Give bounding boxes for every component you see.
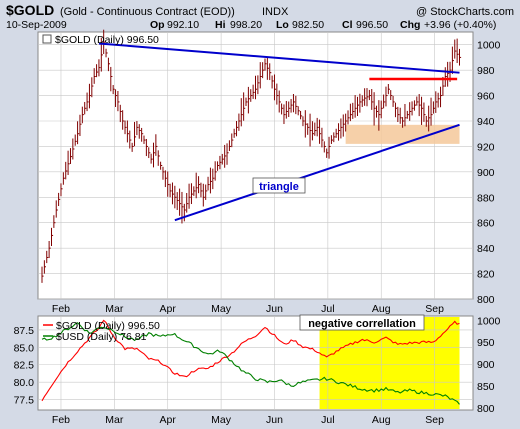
- close-value: 996.50: [356, 19, 388, 31]
- month-label: Feb: [52, 414, 70, 426]
- negative-correlation-text: negative correllation: [308, 318, 416, 330]
- bottom-month-axis: Feb Mar Apr May Jun Jul Aug Sep: [52, 414, 444, 426]
- left-tick-label: 80.0: [14, 377, 35, 389]
- close-label: Cl: [342, 19, 353, 31]
- y-tick-label: 800: [477, 294, 495, 306]
- left-tick-label: 82.5: [14, 360, 35, 372]
- change-value: +3.96 (+0.40%): [424, 19, 496, 31]
- month-label: May: [211, 303, 232, 315]
- month-label: Apr: [160, 414, 177, 426]
- right-tick-label: 900: [477, 359, 495, 371]
- right-tick-label: 850: [477, 381, 495, 393]
- y-tick-label: 860: [477, 218, 495, 230]
- support-zone: [345, 124, 460, 144]
- triangle-label-box: [252, 177, 306, 194]
- negative-correlation-box: [299, 314, 425, 331]
- month-label: Mar: [105, 414, 124, 426]
- chart-exchange: INDX: [262, 6, 289, 18]
- month-label: Mar: [105, 303, 124, 315]
- left-tick-label: 87.5: [14, 325, 35, 337]
- usd-line: [41, 322, 460, 405]
- gold-legend-text: $GOLD (Daily) 996.50: [56, 320, 160, 332]
- y-tick-label: 960: [477, 91, 495, 103]
- chart-date: 10-Sep-2009: [6, 19, 67, 31]
- y-tick-label: 920: [477, 141, 495, 153]
- right-tick-label: 950: [477, 337, 495, 349]
- month-label: May: [211, 414, 232, 426]
- copyright-text: @ StockCharts.com: [416, 6, 514, 18]
- month-label: Aug: [372, 303, 391, 315]
- lower-legend: $GOLD (Daily) 996.50 $USD (Daily) 76.81: [43, 320, 160, 343]
- month-label: Jul: [321, 414, 334, 426]
- low-label: Lo: [276, 19, 289, 31]
- month-label: Sep: [425, 414, 444, 426]
- high-value: 998.20: [230, 19, 262, 31]
- usd-legend-text: $USD (Daily) 76.81: [56, 331, 147, 343]
- y-tick-label: 980: [477, 65, 495, 77]
- highlight-zone: [319, 317, 460, 409]
- high-label: Hi: [215, 19, 226, 31]
- y-tick-label: 940: [477, 116, 495, 128]
- main-legend: $GOLD (Daily) 996.50: [55, 34, 159, 46]
- open-value: 992.10: [167, 19, 199, 31]
- y-tick-label: 880: [477, 192, 495, 204]
- y-tick-label: 820: [477, 269, 495, 281]
- change-label: Chg: [400, 19, 420, 31]
- month-label: Jul: [321, 303, 334, 315]
- month-label: Feb: [52, 303, 70, 315]
- legend-icon: [42, 34, 52, 44]
- ohlc-readout: Op 992.10 Hi 998.20 Lo 982.50 Cl 996.50 …: [150, 19, 496, 31]
- negative-correlation-label: negative correllation: [299, 314, 425, 331]
- month-label: Sep: [425, 303, 444, 315]
- month-label: Apr: [160, 303, 177, 315]
- y-tick-label: 900: [477, 167, 495, 179]
- lower-trendline: [174, 123, 460, 222]
- open-label: Op: [150, 19, 165, 31]
- right-tick-label: 800: [477, 403, 495, 415]
- main-panel: [37, 31, 474, 300]
- month-label: Aug: [372, 414, 391, 426]
- right-tick-label: 1000: [477, 315, 501, 327]
- lower-y-axes: 77.5 80.0 82.5 85.0 87.5 800 850 900 950 1000: [14, 315, 501, 414]
- month-label: Jun: [266, 303, 283, 315]
- chart-symbol: $GOLD: [6, 2, 54, 18]
- main-plot-layer: [38, 29, 473, 300]
- upper-trendline: [98, 42, 460, 74]
- triangle-label: triangle: [252, 177, 306, 194]
- month-axis: Feb Mar Apr May Jun Jul Aug Sep: [52, 303, 444, 315]
- triangle-label-text: triangle: [259, 181, 299, 193]
- y-tick-label: 840: [477, 243, 495, 255]
- lower-plot-layer: [38, 316, 473, 410]
- main-y-axis: 800 820 840 860 880 900 920 940 960 980 1000: [477, 40, 501, 306]
- low-value: 982.50: [292, 19, 324, 31]
- month-label: Jun: [266, 414, 283, 426]
- y-tick-label: 1000: [477, 40, 501, 52]
- chart-description: (Gold - Continuous Contract (EOD)): [60, 6, 235, 18]
- left-tick-label: 77.5: [14, 395, 35, 407]
- gold-line: [41, 319, 460, 402]
- left-tick-label: 85.0: [14, 342, 35, 354]
